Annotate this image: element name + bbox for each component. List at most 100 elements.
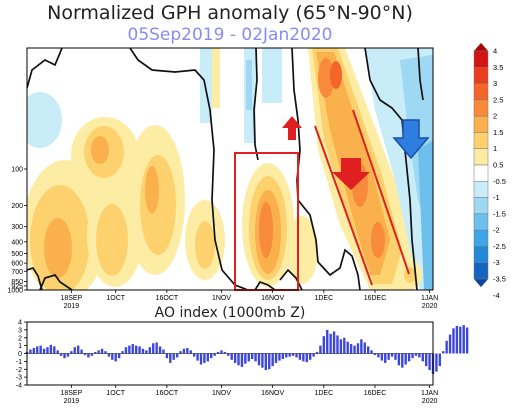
- x-tick-year: 2019: [64, 398, 80, 405]
- y-tick-label: 300: [11, 224, 23, 231]
- colorbar-label: -4: [493, 291, 500, 300]
- colorbar-cell: [473, 181, 489, 198]
- ao-bar: [56, 350, 59, 354]
- ao-bar: [363, 342, 366, 354]
- anomaly-blob: [418, 140, 433, 290]
- ao-bar: [373, 353, 377, 356]
- ao-bar: [70, 351, 73, 354]
- colorbar-cell: [473, 197, 489, 215]
- x-tick-label: 1OCT: [106, 390, 125, 397]
- ao-bar: [59, 353, 63, 356]
- ao-bar: [257, 353, 261, 366]
- colorbar-label: -3.5: [493, 275, 506, 284]
- ao-bar: [274, 353, 278, 363]
- ao-bar: [134, 345, 138, 354]
- colorbar-cell: [473, 67, 489, 84]
- contour-line: [291, 48, 361, 290]
- ao-bar: [131, 344, 134, 354]
- ao-bar: [32, 347, 36, 354]
- ao-y-tick-label: 4: [18, 320, 22, 327]
- anomaly-blob: [262, 48, 282, 103]
- ao-bar: [326, 329, 329, 354]
- ao-bar: [250, 353, 254, 360]
- ao-bar: [63, 353, 66, 359]
- ao-bar: [288, 353, 291, 357]
- ao-bar-chart: [25, 321, 469, 386]
- y-tick-label: 100: [11, 167, 23, 174]
- colorbar-cell: [473, 42, 489, 52]
- ao-bar: [455, 325, 459, 354]
- colorbar-label: 1: [493, 144, 497, 153]
- y-tick-label: 1000: [7, 288, 23, 295]
- ao-bar: [384, 353, 387, 363]
- ao-y-tick-label: -4: [16, 383, 22, 390]
- ao-bar: [278, 353, 281, 361]
- ao-bar: [261, 353, 264, 368]
- colorbar-cell: [473, 148, 489, 166]
- ao-bar: [152, 343, 155, 354]
- ao-bar: [83, 353, 87, 356]
- anomaly-blob: [259, 202, 273, 258]
- ao-bar: [216, 351, 220, 354]
- ao-bar: [332, 331, 336, 354]
- anomaly-fields: [27, 48, 433, 290]
- ao-bar: [397, 353, 401, 366]
- ao-bar: [90, 353, 94, 356]
- ao-bar: [97, 350, 100, 354]
- contour-line: [129, 48, 249, 290]
- ao-bar: [100, 348, 104, 354]
- colorbar-cell: [473, 50, 489, 68]
- colorbar-label: 3: [493, 79, 497, 88]
- x-tick-label: 16DEC: [364, 295, 387, 302]
- colorbar-cell: [473, 164, 489, 182]
- ao-y-tick-label: 1: [18, 343, 22, 350]
- x-tick-label: 1JAN: [421, 295, 438, 302]
- ao-bar: [295, 353, 298, 358]
- ao-bar: [247, 353, 250, 362]
- ao-bar: [240, 353, 244, 367]
- anomaly-blob: [330, 61, 342, 89]
- ao-bar: [322, 336, 326, 354]
- y-tick-label: 400: [11, 239, 23, 246]
- contour-line: [27, 266, 43, 290]
- ao-bar: [390, 353, 394, 357]
- colorbar-cell: [473, 132, 489, 149]
- x-tick-label: 1JAN: [421, 390, 438, 397]
- anomaly-blob: [195, 221, 215, 269]
- ao-bar: [172, 353, 175, 360]
- ao-bar: [148, 347, 152, 354]
- ao-bar: [445, 340, 448, 354]
- colorbar-cell: [473, 213, 489, 231]
- ao-bar: [76, 345, 80, 354]
- ao-bar: [377, 353, 380, 358]
- colorbar-label: 0.5: [493, 161, 503, 170]
- anomaly-blob: [91, 136, 109, 164]
- ao-bar: [465, 327, 469, 354]
- colorbar-label: 3.5: [493, 63, 503, 72]
- ao-bar: [448, 334, 452, 354]
- colorbar-cell: [473, 83, 489, 101]
- ao-bar: [407, 353, 411, 362]
- colorbar-cell: [473, 229, 489, 247]
- ao-bar: [305, 353, 308, 363]
- ao-bar: [141, 348, 145, 354]
- anomaly-blob: [27, 92, 62, 148]
- ao-y-tick-label: -2: [16, 367, 22, 374]
- ao-bar: [411, 353, 414, 359]
- ao-bar: [94, 351, 97, 354]
- anomaly-blob: [246, 60, 252, 110]
- ao-bar: [175, 353, 179, 358]
- ao-bar: [312, 353, 315, 357]
- ao-bar: [353, 345, 356, 354]
- ao-bar: [29, 349, 32, 354]
- ao-bar: [210, 353, 213, 359]
- ao-bar: [302, 353, 305, 362]
- ao-bar: [80, 349, 83, 354]
- x-tick-label: 1NOV: [212, 390, 231, 397]
- ao-bar: [438, 353, 442, 367]
- contour-line: [27, 48, 63, 89]
- ao-bar: [281, 353, 285, 360]
- ao-bar: [254, 353, 257, 362]
- ao-bar: [435, 353, 438, 372]
